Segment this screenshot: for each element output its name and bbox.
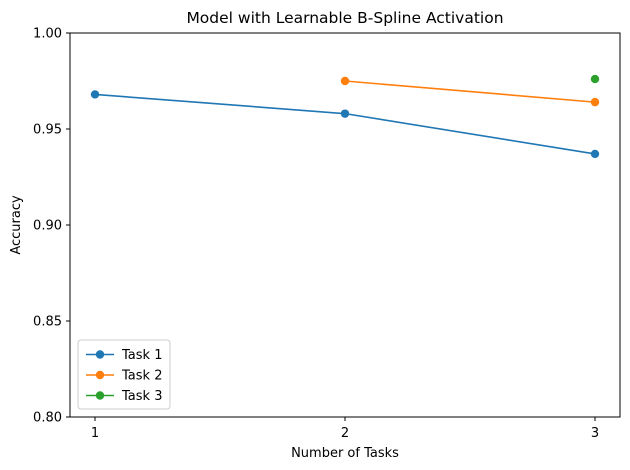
- y-tick-label: 0.90: [33, 219, 62, 234]
- x-tick-label: 1: [91, 426, 99, 441]
- data-point: [590, 97, 600, 107]
- legend-label: Task 1: [121, 348, 162, 363]
- x-tick-label: 3: [591, 426, 599, 441]
- data-point: [590, 149, 600, 159]
- legend-marker: [95, 391, 105, 400]
- y-axis-title: Accuracy: [9, 195, 24, 255]
- y-tick-label: 0.80: [33, 411, 62, 426]
- x-axis-title: Number of Tasks: [291, 446, 399, 461]
- x-tick-label: 2: [341, 426, 349, 441]
- series-line: [344, 80, 596, 103]
- y-tick-label: 1.00: [33, 27, 62, 42]
- data-point: [590, 74, 600, 84]
- plot-area: 1 2 3 0.80 0.85 0.90 0.95 1.00: [33, 27, 621, 441]
- legend-label: Task 2: [121, 369, 162, 384]
- chart-title: Model with Learnable B-Spline Activation: [186, 9, 503, 27]
- legend-marker: [95, 370, 105, 380]
- legend-label: Task 3: [121, 389, 162, 404]
- data-point: [90, 90, 100, 99]
- legend: Task 1 Task 2 Task 3: [77, 339, 171, 410]
- y-tick-label: 0.85: [33, 315, 62, 330]
- y-tick-label: 0.95: [33, 123, 62, 138]
- legend-marker: [95, 350, 105, 359]
- data-point: [340, 76, 350, 86]
- data-point: [340, 109, 350, 118]
